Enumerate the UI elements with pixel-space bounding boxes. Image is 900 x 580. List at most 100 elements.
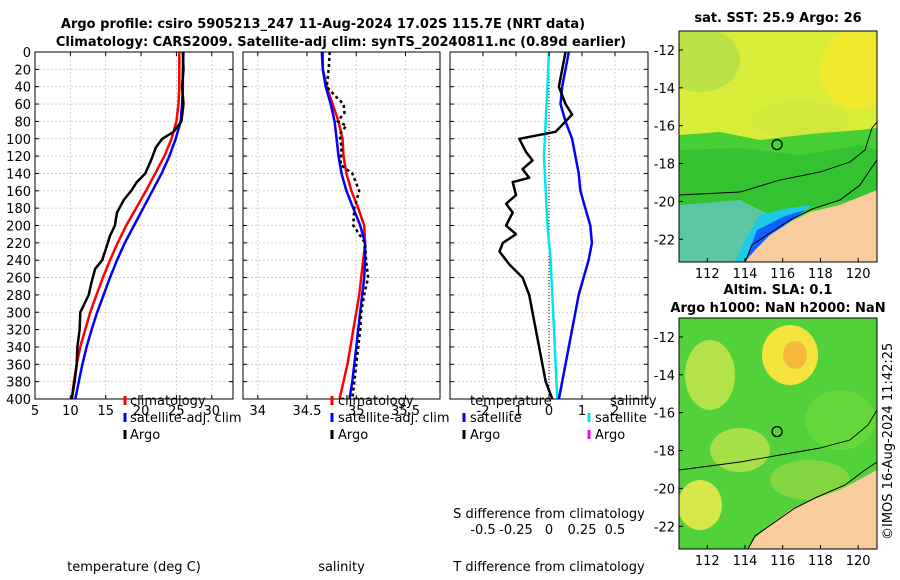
y-tick-label: 220 [6, 237, 31, 252]
title-line-1: Argo profile: csiro 5905213_247 11-Aug-2… [61, 17, 585, 32]
sst-map [679, 31, 877, 262]
y-tick-label: 60 [14, 98, 31, 113]
y-tick-label: 240 [6, 254, 31, 269]
salinity-legend: climatology satellite-adj. clim Argo [330, 394, 450, 443]
series-line-argo [325, 52, 370, 399]
y-tick-label: 260 [6, 272, 31, 287]
sla-map-axes: 112 114 116 118 120 -12 -14 -16 -18 -20 -22 [654, 331, 871, 569]
y-tick-label: 340 [6, 341, 31, 356]
map-y-tick-label: -14 [654, 82, 675, 97]
sla-map-frame [678, 317, 878, 550]
sst-map-title: sat. SST: 25.9 Argo: 26 [694, 11, 861, 26]
sal-series [320, 52, 370, 399]
map-y-tick-label: -22 [654, 520, 675, 535]
salinity-panel: 34 34.5 35 35.5 salinity [242, 51, 441, 575]
y-tick-label: 180 [6, 202, 31, 217]
x-tick-label: 15 [97, 404, 114, 419]
map-y-tick-label: -20 [654, 195, 675, 210]
y-tick-label: 400 [6, 393, 31, 408]
series-line-climatology [70, 52, 181, 399]
legend-climatology-label: climatology [338, 394, 414, 409]
legend-salinity-heading: salinity [610, 394, 657, 409]
temperature-panel: 5 10 15 20 25 3002040608010012014016018020022… [6, 46, 234, 575]
y-tick-label: 320 [6, 324, 31, 339]
map-y-tick-label: -18 [654, 445, 675, 460]
y-tick-label: 280 [6, 289, 31, 304]
map-x-tick-label: 120 [846, 554, 871, 569]
secondary-tick-label: 0.5 [605, 523, 626, 538]
y-tick-label: 0 [23, 46, 31, 61]
map-x-tick-label: 120 [846, 267, 871, 282]
title-line-2: Climatology: CARS2009. Satellite-adj cli… [56, 35, 626, 50]
secondary-tick-label: 0 [545, 523, 553, 538]
map-y-tick-label: -20 [654, 482, 675, 497]
x-tick-label: 35.5 [391, 404, 420, 419]
legend-temp-argo-label: Argo [470, 428, 500, 443]
timestamp: ©IMOS 16-Aug-2024 11:42:25 [881, 343, 896, 540]
map-x-tick-label: 114 [733, 267, 758, 282]
legend-sal-argo-label: Argo [595, 428, 625, 443]
x-tick-label: -2 [477, 404, 490, 419]
x-tick-label: 34 [250, 404, 267, 419]
legend-satellite-label: satellite-adj. clim [130, 411, 242, 426]
sst-argo-location-marker [771, 138, 783, 151]
legend-sal-satellite-label: satellite [595, 411, 647, 426]
series-line-satellite-salinity [542, 52, 559, 399]
series-line-satellite-temperature [557, 52, 594, 399]
legend-climatology-label: climatology [130, 394, 206, 409]
legend-satellite-label: satellite-adj. clim [338, 411, 450, 426]
sla-map [679, 318, 877, 549]
x-axis-label: salinity [318, 560, 365, 575]
x-tick-label: 5 [31, 404, 39, 419]
temperature-legend: climatology satellite-adj. clim Argo [123, 394, 242, 443]
sla-argo-location-marker [771, 425, 783, 438]
y-tick-label: 360 [6, 358, 31, 373]
map-x-tick-label: 114 [733, 554, 758, 569]
series-line-argo [498, 52, 574, 399]
y-tick-label: 100 [6, 133, 31, 148]
y-tick-label: 20 [14, 63, 31, 78]
sla-map-title-1: Altim. SLA: 0.1 [724, 283, 833, 298]
sst-map-frame [678, 30, 878, 263]
map-y-tick-label: -14 [654, 369, 675, 384]
y-tick-label: 200 [6, 220, 31, 235]
secondary-axis-label: S difference from climatology [453, 507, 645, 522]
x-axis-label: T difference from climatology [452, 560, 645, 575]
sla-map-title-2: Argo h1000: NaN h2000: NaN [670, 301, 885, 316]
legend-temperature-heading: temperature [470, 394, 552, 409]
x-axis-label: temperature (deg C) [67, 560, 201, 575]
secondary-tick-label: 0.25 [568, 523, 597, 538]
map-x-tick-label: 112 [695, 554, 720, 569]
y-tick-label: 40 [14, 81, 31, 96]
y-tick-label: 140 [6, 167, 31, 182]
x-tick-label: 34.5 [293, 404, 322, 419]
sst-map-axes: 112 114 116 118 120 -12 -14 -16 -18 -20 -22 [654, 44, 871, 282]
x-tick-label: 10 [62, 404, 79, 419]
temp-series [70, 52, 185, 399]
x-tick-label: -1 [510, 404, 523, 419]
series-line-climatology [321, 52, 367, 399]
map-x-tick-label: 118 [808, 267, 833, 282]
difference-panel: -2 -1 0 1 2 T difference from climatology S di… [449, 51, 649, 575]
secondary-tick-label: -0.25 [499, 523, 533, 538]
map-x-tick-label: 118 [808, 554, 833, 569]
map-y-tick-label: -12 [654, 331, 675, 346]
x-tick-label: 2 [611, 404, 619, 419]
x-tick-label: 20 [133, 404, 150, 419]
map-y-tick-label: -16 [654, 407, 675, 422]
x-tick-label: 35 [348, 404, 365, 419]
secondary-tick-label: -0.5 [470, 523, 495, 538]
y-tick-label: 120 [6, 150, 31, 165]
series-line-argo [70, 52, 185, 399]
x-tick-label: 0 [545, 404, 553, 419]
x-tick-label: 1 [578, 404, 586, 419]
y-tick-label: 80 [14, 115, 31, 130]
y-tick-label: 380 [6, 376, 31, 391]
difference-legend: temperature salinity satellite Argo sate… [462, 394, 657, 443]
map-x-tick-label: 116 [770, 267, 795, 282]
y-tick-label: 300 [6, 306, 31, 321]
legend-argo-label: Argo [338, 428, 368, 443]
map-y-tick-label: -18 [654, 158, 675, 173]
legend-temp-satellite-label: satellite [470, 411, 522, 426]
